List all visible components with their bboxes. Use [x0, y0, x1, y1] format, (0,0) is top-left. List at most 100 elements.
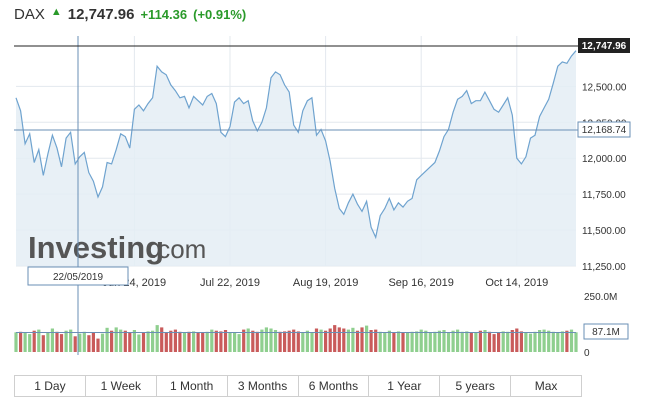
volume-bar — [569, 329, 574, 352]
volume-bar — [278, 331, 282, 352]
volume-bar — [355, 330, 360, 352]
up-arrow-icon: ▲ — [50, 6, 62, 18]
volume-tick-label: 0 — [584, 348, 590, 359]
price-chart[interactable]: 12,500.0012,250.0012,000.0011,750.0011,5… — [0, 0, 657, 370]
price-change: +114.36 — [140, 7, 188, 22]
volume-bar — [223, 330, 228, 352]
volume-bar — [342, 328, 346, 352]
y-tick-label: 11,500.00 — [582, 226, 626, 237]
volume-bar — [542, 329, 546, 352]
crosshair-value-tag: 12,168.74 — [577, 121, 631, 138]
volume-bar — [128, 332, 132, 352]
price-area-fill — [16, 50, 576, 267]
volume-bar — [96, 338, 100, 352]
volume-bar — [82, 331, 86, 352]
volume-bar — [556, 333, 560, 352]
volume-bar — [324, 330, 328, 352]
volume-bar — [292, 329, 296, 352]
volume-bar — [305, 330, 309, 352]
range-button-1-day[interactable]: 1 Day — [15, 376, 86, 396]
volume-bar — [547, 330, 551, 352]
quote-header: DAX ▲ 12,747.96 +114.36 (+0.91%) — [14, 6, 246, 28]
volume-bar — [260, 329, 264, 352]
volume-bar — [37, 329, 41, 352]
volume-bar — [151, 330, 155, 352]
y-tick-label: 11,750.00 — [582, 190, 626, 201]
volume-bar — [182, 333, 187, 352]
last-price: 12,747.96 — [67, 6, 135, 23]
volume-bar — [378, 331, 382, 352]
volume-bar — [228, 333, 232, 352]
volume-bar — [396, 331, 401, 352]
volume-bar — [387, 330, 391, 352]
volume-bar — [119, 329, 123, 352]
volume-bar — [565, 330, 569, 352]
volume-bar — [337, 327, 341, 352]
volume-bar — [433, 331, 437, 352]
volume-bar — [169, 330, 173, 352]
volume-bar — [406, 332, 410, 352]
volume-bar — [483, 330, 487, 352]
volume-bar — [551, 331, 555, 352]
watermark-suffix: .com — [150, 234, 206, 264]
y-tick-label: 12,000.00 — [582, 154, 627, 165]
volume-bar — [401, 333, 405, 352]
volume-bar — [137, 334, 141, 352]
volume-bar — [460, 331, 464, 352]
volume-bar — [328, 328, 332, 352]
volume-bar — [492, 334, 496, 352]
volume-bar — [160, 327, 164, 352]
volume-bar — [465, 331, 469, 352]
volume-bar — [392, 332, 396, 352]
volume-bar — [528, 333, 533, 352]
x-axis-labels: Jun 24, 2019 Jul 22, 2019 Aug 19, 2019 Sep … — [103, 277, 549, 289]
volume-bar — [574, 332, 578, 352]
range-button-1-week[interactable]: 1 Week — [86, 376, 157, 396]
volume-bar — [237, 334, 241, 352]
volume-bar — [59, 334, 64, 352]
last-value-tag: 12,747.96 — [578, 38, 630, 53]
volume-bar — [50, 328, 54, 352]
volume-bar — [469, 332, 473, 352]
y-tick-label: 12,500.00 — [582, 82, 627, 93]
range-button-6-months[interactable]: 6 Months — [299, 376, 370, 396]
volume-bar — [410, 331, 414, 352]
range-button-3-months[interactable]: 3 Months — [228, 376, 299, 396]
volume-bar — [478, 330, 482, 352]
volume-bar — [269, 328, 273, 352]
range-button-1-year[interactable]: 1 Year — [369, 376, 441, 396]
volume-bar — [105, 327, 109, 352]
volume-bar — [251, 330, 255, 352]
volume-bar — [164, 333, 168, 352]
volume-bar — [301, 333, 305, 352]
volume-bar — [474, 333, 478, 352]
volume-bar — [273, 330, 278, 352]
volume-bar — [333, 325, 337, 352]
volume-bar — [246, 328, 250, 352]
crosshair-volume-label: 87.1M — [592, 327, 620, 338]
volume-bar — [178, 331, 182, 352]
volume-bar — [132, 330, 136, 352]
crosshair-date-tag: 22/05/2019 — [27, 266, 129, 286]
volume-bars — [14, 325, 578, 352]
price-line — [15, 50, 577, 240]
range-button-1-month[interactable]: 1 Month — [157, 376, 228, 396]
volume-bar — [351, 327, 355, 352]
volume-bar — [205, 331, 209, 352]
volume-bar — [437, 330, 441, 352]
volume-bar — [91, 332, 95, 352]
volume-bar — [510, 330, 514, 352]
ticker-symbol: DAX — [14, 6, 45, 23]
volume-bar — [365, 325, 369, 352]
volume-bar — [123, 330, 127, 352]
volume-bar — [369, 330, 373, 352]
volume-bar — [64, 330, 68, 352]
volume-bar — [515, 328, 519, 352]
volume-bar — [456, 329, 460, 352]
volume-bar — [415, 331, 419, 352]
range-button-max[interactable]: Max — [534, 379, 558, 393]
volume-bar — [538, 330, 542, 352]
range-button-5-years[interactable]: 5 years — [440, 376, 512, 396]
volume-bar — [114, 327, 118, 352]
y-tick-label: 11,250.00 — [582, 262, 626, 273]
